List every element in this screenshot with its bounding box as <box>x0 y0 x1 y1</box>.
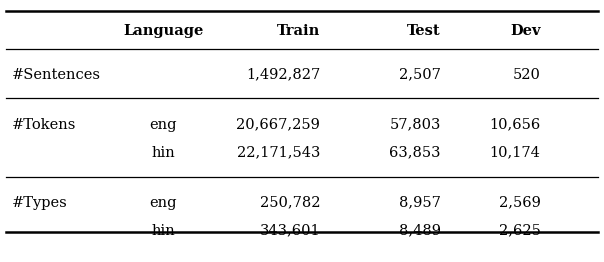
Text: 57,803: 57,803 <box>390 118 441 132</box>
Text: #Types: #Types <box>12 196 68 210</box>
Text: eng: eng <box>149 196 177 210</box>
Text: 520: 520 <box>513 68 541 82</box>
Text: 250,782: 250,782 <box>260 196 320 210</box>
Text: hin: hin <box>151 146 175 160</box>
Text: 63,853: 63,853 <box>390 146 441 160</box>
Text: 8,957: 8,957 <box>399 196 441 210</box>
Text: Test: Test <box>407 24 441 38</box>
Text: 20,667,259: 20,667,259 <box>236 118 320 132</box>
Text: #Tokens: #Tokens <box>12 118 77 132</box>
Text: 2,569: 2,569 <box>499 196 541 210</box>
Text: 2,625: 2,625 <box>499 224 541 238</box>
Text: 343,601: 343,601 <box>260 224 320 238</box>
Text: eng: eng <box>149 118 177 132</box>
Text: 8,489: 8,489 <box>399 224 441 238</box>
Text: hin: hin <box>151 224 175 238</box>
Text: 10,174: 10,174 <box>490 146 541 160</box>
Text: 1,492,827: 1,492,827 <box>246 68 320 82</box>
Text: 22,171,543: 22,171,543 <box>237 146 320 160</box>
Text: Language: Language <box>123 24 204 38</box>
Text: 10,656: 10,656 <box>489 118 541 132</box>
Text: #Sentences: #Sentences <box>12 68 101 82</box>
Text: 2,507: 2,507 <box>399 68 441 82</box>
Text: Train: Train <box>277 24 320 38</box>
Text: Dev: Dev <box>510 24 541 38</box>
